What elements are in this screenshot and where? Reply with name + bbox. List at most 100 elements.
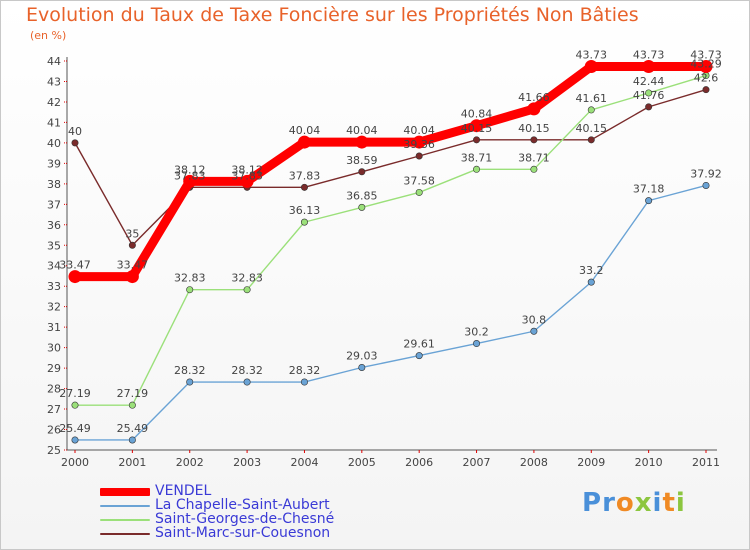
logo-letter: i xyxy=(652,488,663,518)
y-tick-label: 25 xyxy=(47,444,61,457)
data-label: 43.73 xyxy=(576,49,608,62)
x-tick-label: 2003 xyxy=(233,456,261,469)
axes: 25 26 27 28 29 30 31 32 33 34 35 36 37 38 39 40 41 42 43 44… xyxy=(47,55,720,469)
data-point xyxy=(587,278,595,286)
data-label: 38.71 xyxy=(461,151,493,164)
data-point xyxy=(645,197,653,205)
data-point xyxy=(125,270,139,284)
data-point xyxy=(128,436,136,444)
y-tick-label: 33 xyxy=(47,280,61,293)
legend-swatch xyxy=(100,533,150,535)
data-point xyxy=(240,174,254,188)
data-label: 40.15 xyxy=(518,122,550,135)
legend-label: Saint-Marc-sur-Couesnon xyxy=(155,525,331,541)
data-point xyxy=(473,165,481,173)
data-label: 37.18 xyxy=(633,183,665,196)
legend-swatch xyxy=(100,519,150,521)
x-tick-label: 2011 xyxy=(692,456,720,469)
legend-label: VENDEL xyxy=(155,483,212,499)
data-point xyxy=(415,352,423,360)
x-tick-label: 2002 xyxy=(176,456,204,469)
data-label: 37.83 xyxy=(231,169,263,182)
data-point xyxy=(584,60,598,74)
data-label: 33.2 xyxy=(579,264,604,277)
data-point xyxy=(473,340,481,348)
logo-letter: t xyxy=(662,488,676,518)
y-tick-label: 37 xyxy=(47,198,61,211)
data-point xyxy=(128,241,136,249)
data-label: 43.29 xyxy=(690,58,722,71)
x-tick-label: 2006 xyxy=(405,456,433,469)
data-point xyxy=(412,135,426,149)
data-label: 33.47 xyxy=(117,259,149,272)
data-point xyxy=(243,378,251,386)
data-label: 41.66 xyxy=(518,91,550,104)
x-tick-label: 2010 xyxy=(635,456,663,469)
y-tick-label: 32 xyxy=(47,301,61,314)
data-point xyxy=(702,181,710,189)
data-label: 39.36 xyxy=(403,138,435,151)
data-label: 29.03 xyxy=(346,349,378,362)
data-label: 38.12 xyxy=(174,163,206,176)
data-point xyxy=(527,102,541,116)
data-point xyxy=(358,363,366,371)
data-label: 25.49 xyxy=(117,422,149,435)
data-point xyxy=(186,378,194,386)
y-tick-label: 40 xyxy=(47,137,61,150)
data-label: 28.32 xyxy=(231,364,263,377)
data-point xyxy=(702,86,710,94)
logo-letter: P xyxy=(582,488,603,518)
y-axis-label: (en %) xyxy=(30,29,67,42)
series-lines xyxy=(68,60,713,444)
data-label: 43.73 xyxy=(690,49,722,62)
y-tick-label: 31 xyxy=(47,321,61,334)
data-label: 27.19 xyxy=(59,387,91,400)
x-tick-label: 2007 xyxy=(463,456,491,469)
data-point xyxy=(68,270,82,284)
data-label: 28.32 xyxy=(289,364,321,377)
data-label: 40.15 xyxy=(576,122,608,135)
data-point xyxy=(415,188,423,196)
data-point xyxy=(71,139,79,147)
data-label: 30.8 xyxy=(522,313,547,326)
data-point xyxy=(645,103,653,111)
legend-label: Saint-Georges-de-Chesné xyxy=(155,511,335,527)
data-label: 41.61 xyxy=(576,92,608,105)
data-point xyxy=(128,401,136,409)
data-point xyxy=(183,174,197,188)
x-tick-label: 2008 xyxy=(520,456,548,469)
x-tick-label: 2004 xyxy=(290,456,318,469)
y-tick-label: 35 xyxy=(47,239,61,252)
x-tick-label: 2001 xyxy=(118,456,146,469)
y-tick-label: 36 xyxy=(47,219,61,232)
x-tick-label: 2009 xyxy=(577,456,605,469)
data-point xyxy=(587,136,595,144)
data-point xyxy=(355,135,369,149)
y-tick-label: 30 xyxy=(47,342,61,355)
data-label: 40.15 xyxy=(461,122,493,135)
data-label: 41.76 xyxy=(633,89,665,102)
data-label: 33.47 xyxy=(59,259,91,272)
data-label: 25.49 xyxy=(59,422,91,435)
y-tick-label: 43 xyxy=(47,75,61,88)
y-tick-label: 39 xyxy=(47,157,61,170)
data-point xyxy=(587,106,595,114)
logo-letter: x xyxy=(634,488,653,518)
data-label: 40.04 xyxy=(403,124,435,137)
data-label: 32.83 xyxy=(174,272,206,285)
data-label: 32.83 xyxy=(231,272,263,285)
data-label: 38.12 xyxy=(231,163,263,176)
data-label: 37.83 xyxy=(289,169,321,182)
data-label: 38.59 xyxy=(346,154,378,167)
data-point xyxy=(699,60,713,74)
y-tick-label: 27 xyxy=(47,403,61,416)
y-tick-label: 41 xyxy=(47,116,61,129)
y-tick-label: 26 xyxy=(47,424,61,437)
series-line xyxy=(75,74,707,406)
data-point xyxy=(530,136,538,144)
data-point xyxy=(530,327,538,335)
legend-swatch xyxy=(100,505,150,507)
data-point xyxy=(300,183,308,191)
y-tick-label: 44 xyxy=(47,55,61,68)
